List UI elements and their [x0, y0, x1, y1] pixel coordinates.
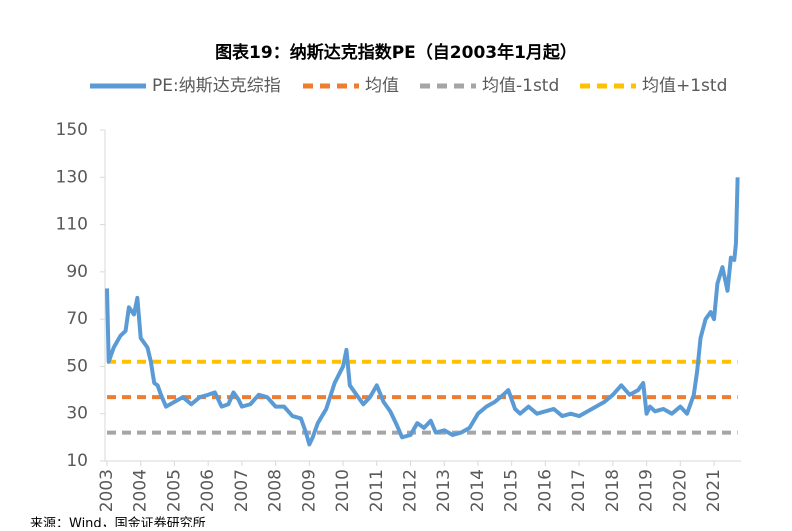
x-tick-label: 2015 — [502, 469, 522, 512]
x-tick-label: 2013 — [434, 469, 454, 512]
x-tick-label: 2010 — [333, 469, 353, 512]
x-tick-label: 2020 — [670, 469, 690, 512]
y-tick-label: 50 — [66, 356, 88, 376]
y-tick-label: 130 — [56, 167, 88, 187]
x-tick-label: 2009 — [299, 469, 319, 512]
y-tick-label: 70 — [66, 309, 88, 329]
x-tick-label: 2021 — [704, 469, 724, 512]
y-tick-label: 90 — [66, 262, 88, 282]
legend-label: 均值-1std — [482, 76, 559, 96]
legend-label: 均值+1std — [642, 76, 727, 96]
y-tick-label: 30 — [66, 404, 88, 424]
y-tick-label: 10 — [66, 451, 88, 471]
x-tick-label: 2007 — [232, 469, 252, 512]
x-tick-label: 2004 — [131, 469, 151, 512]
legend-label: 均值 — [365, 76, 399, 96]
x-tick-label: 2019 — [637, 469, 657, 512]
source: 来源：Wind，国金证券研究所 — [30, 516, 206, 528]
legend-label: PE:纳斯达克综指 — [152, 76, 281, 96]
x-tick-label: 2005 — [164, 469, 184, 512]
x-tick-label: 2014 — [468, 469, 488, 512]
x-tick-label: 2003 — [97, 469, 117, 512]
x-tick-label: 2011 — [367, 469, 387, 512]
x-tick-label: 2016 — [535, 469, 555, 512]
x-tick-label: 2017 — [569, 469, 589, 512]
x-tick-label: 2018 — [603, 469, 623, 512]
chart-title: 图表19：纳斯达克指数PE（自2003年1月起） — [215, 42, 577, 63]
x-tick-label: 2006 — [198, 469, 218, 512]
series-line — [105, 177, 740, 447]
x-tick-label: 2012 — [401, 469, 421, 512]
y-tick-label: 110 — [56, 215, 88, 235]
x-tick-label: 2008 — [266, 469, 286, 512]
y-tick-label: 150 — [56, 120, 88, 140]
